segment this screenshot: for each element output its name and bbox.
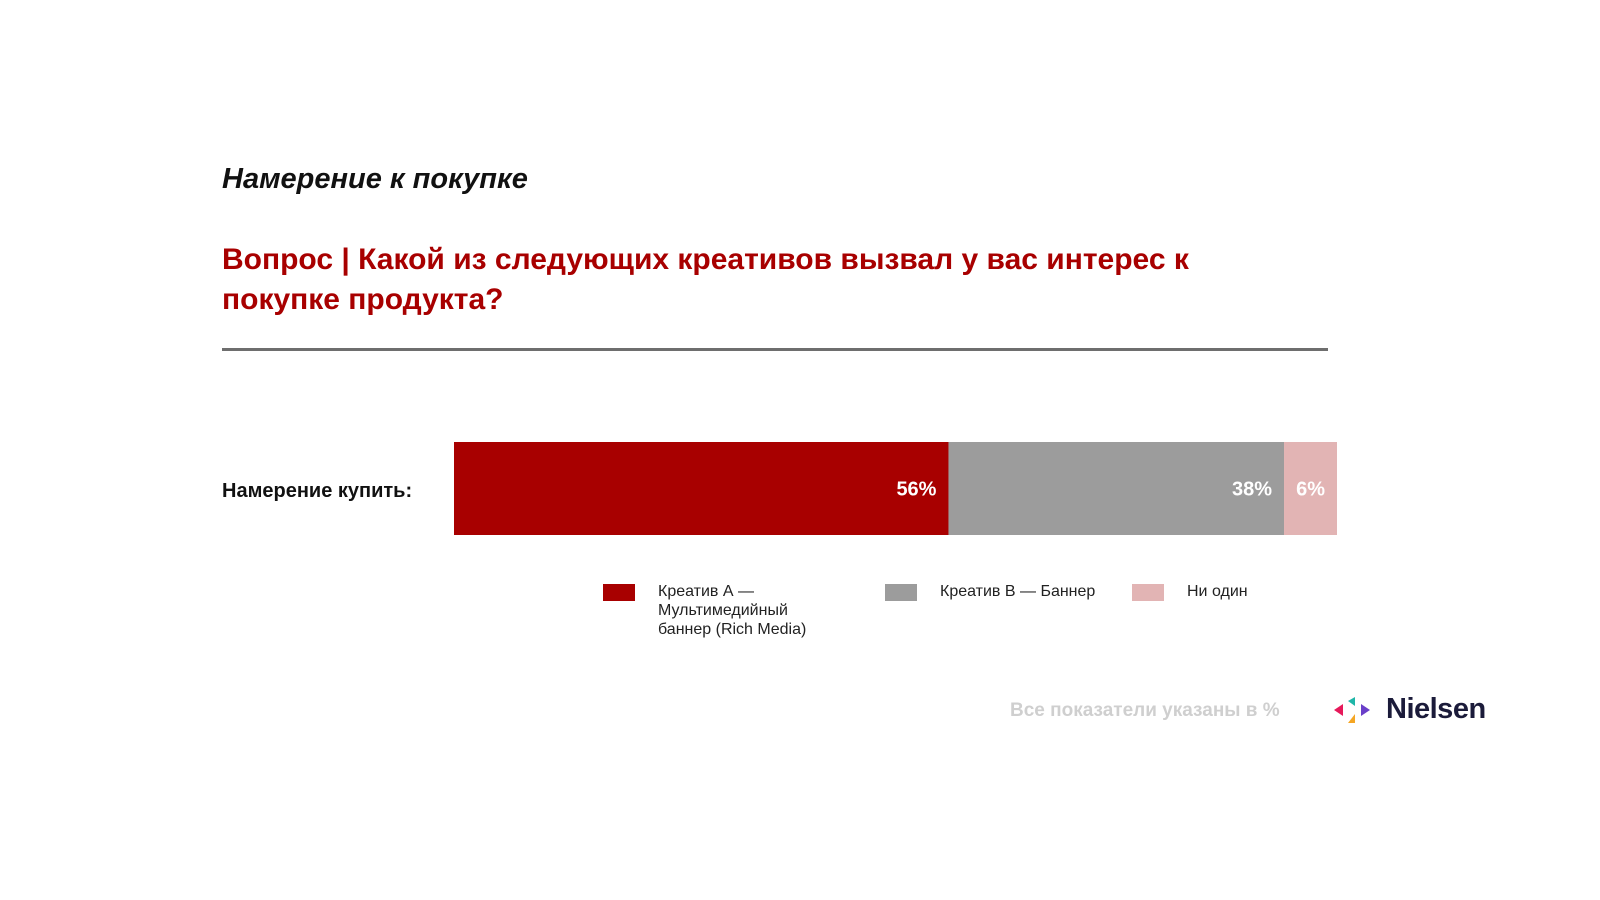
legend-label-none: Ни один — [1187, 583, 1248, 600]
bar-category-label: Намерение купить: — [222, 480, 413, 502]
legend-swatch-creative-a — [603, 584, 635, 601]
bar-segment-creative-b — [948, 442, 1285, 535]
section-kicker: Намерение к покупке — [222, 163, 528, 195]
bar-segment-none — [1284, 442, 1337, 535]
question-title: Вопрос | Какой из следующих креативов вы… — [222, 243, 1189, 316]
legend-swatch-creative-b — [885, 584, 917, 601]
stacked-bar-chart: 56% 38% 6% — [454, 442, 1337, 535]
legend-item-none: Ни один — [1132, 582, 1248, 601]
legend-item-creative-b: Креатив В — Баннер — [885, 582, 1095, 601]
nielsen-logo-icon — [1334, 696, 1370, 723]
data-label-creative-a: 56% — [896, 479, 936, 501]
bar-segment-creative-a — [454, 442, 949, 535]
brand-logo: Nielsen — [1332, 693, 1486, 726]
footnote: Все показатели указаны в % — [1010, 700, 1280, 721]
data-label-creative-b: 38% — [1232, 479, 1272, 501]
legend-label-creative-b: Креатив В — Баннер — [940, 583, 1096, 600]
brand-name: Nielsen — [1386, 693, 1486, 725]
legend-swatch-none — [1132, 584, 1164, 601]
legend-item-creative-a: Креатив А — Мультимедийный баннер (Rich … — [603, 582, 828, 639]
divider — [222, 348, 1328, 351]
legend-label-creative-a: Креатив А — Мультимедийный баннер (Rich … — [658, 583, 807, 638]
data-label-none: 6% — [1296, 479, 1325, 501]
